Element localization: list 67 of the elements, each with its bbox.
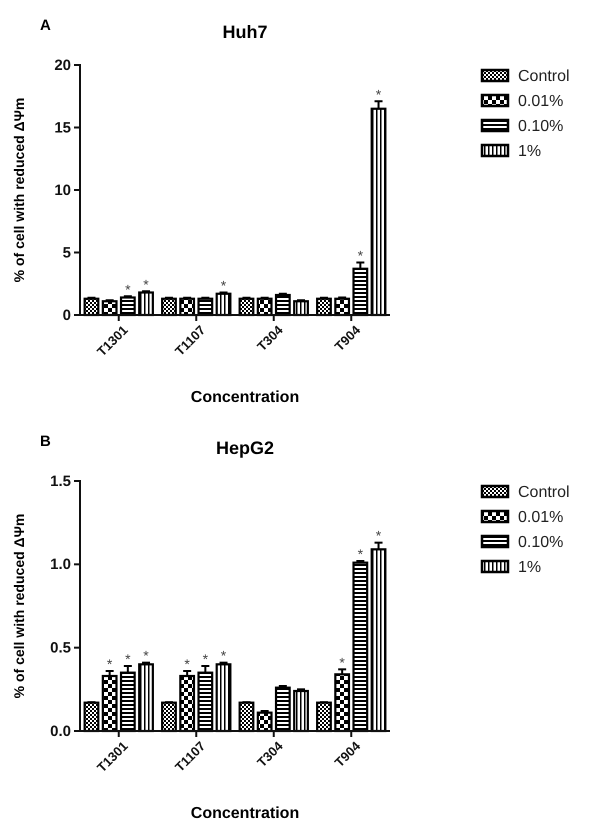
y-tick-label: 0	[62, 306, 71, 324]
bar	[179, 298, 196, 316]
bar	[216, 663, 232, 732]
bar	[120, 296, 136, 316]
legend-label: 0.01%	[518, 93, 564, 110]
bar	[316, 298, 332, 316]
data-label: *	[220, 278, 227, 294]
bar	[102, 300, 118, 316]
bar	[293, 300, 309, 316]
y-tick-label: 10	[54, 182, 71, 199]
bar	[179, 674, 196, 732]
bar	[274, 294, 291, 316]
bar	[238, 702, 254, 732]
bar	[334, 673, 350, 732]
data-label: *	[143, 648, 150, 664]
legend-label: 0.01%	[518, 509, 564, 526]
data-label: *	[125, 651, 132, 667]
legend-label: 1%	[518, 143, 542, 160]
bar	[238, 298, 254, 316]
text: A	[40, 17, 51, 34]
bar	[352, 268, 368, 316]
bar	[274, 686, 291, 732]
y-tick-label: 15	[54, 119, 71, 136]
bar	[84, 298, 100, 316]
data-label: *	[184, 656, 190, 672]
x-axis-title: Concentration	[190, 389, 300, 406]
bar	[138, 291, 154, 316]
legend-label: 0.10%	[518, 534, 564, 551]
data-label: *	[376, 528, 382, 544]
data-label: *	[376, 86, 382, 102]
bar	[352, 562, 368, 732]
bar	[102, 674, 118, 732]
legend-label: Control	[518, 484, 570, 501]
legend-label: Control	[518, 68, 570, 85]
data-label: *	[106, 656, 113, 672]
bar	[334, 298, 350, 316]
bar	[197, 298, 214, 316]
bar	[293, 690, 309, 732]
bar	[256, 712, 273, 732]
chart-title: Huh7	[222, 22, 268, 42]
bar	[216, 292, 232, 316]
data-label: *	[358, 546, 364, 562]
bar	[161, 298, 177, 316]
bar	[138, 663, 154, 732]
bar	[316, 702, 332, 732]
y-tick-label: 1.0	[50, 556, 71, 574]
y-tick-label: 1.5	[50, 472, 71, 490]
chart-title: HepG2	[216, 438, 274, 458]
bar	[256, 298, 273, 316]
data-label: *	[220, 648, 227, 664]
data-label: *	[125, 281, 132, 298]
y-tick-label: 0.5	[50, 639, 71, 656]
y-tick-label: 20	[54, 56, 71, 74]
y-tick-label: 0.0	[50, 722, 71, 740]
y-axis-title: % of cell with reduced ΔΨm	[11, 514, 27, 698]
bar	[84, 702, 100, 732]
text: B	[40, 433, 51, 450]
bar	[161, 702, 177, 732]
data-label: *	[143, 276, 150, 292]
legend-label: 1%	[518, 559, 542, 576]
data-label: *	[339, 654, 346, 670]
y-axis-title: % of cell with reduced ΔΨm	[11, 98, 27, 282]
legend-label: 0.10%	[518, 118, 564, 135]
data-label: *	[202, 651, 209, 667]
data-label: *	[358, 248, 364, 264]
x-axis-title: Concentration	[190, 805, 300, 822]
y-tick-label: 5	[62, 244, 71, 262]
